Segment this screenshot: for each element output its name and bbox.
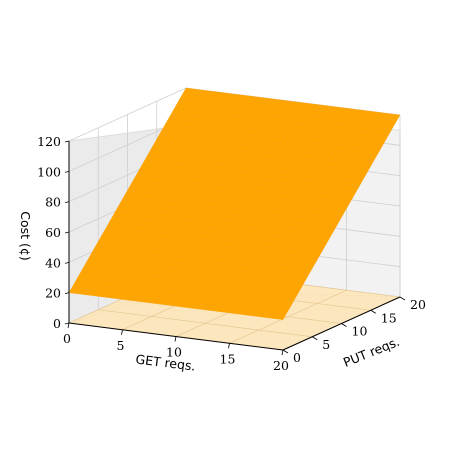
y-tick-mark xyxy=(399,296,406,301)
z-tick-label: 20 xyxy=(45,286,61,301)
z-tick-label: 40 xyxy=(45,255,61,270)
x-tick-label: 0 xyxy=(63,331,71,346)
y-tick-label: 20 xyxy=(410,297,426,312)
x-tick-mark xyxy=(281,349,284,356)
y-axis-label: PUT reqs. xyxy=(341,334,402,370)
z-axis-ticks: 0 20 40 60 80 100 120 xyxy=(37,134,70,331)
y-axis-ticks: 0 5 10 15 20 xyxy=(282,296,426,365)
y-tick-mark xyxy=(370,309,376,314)
side-grid-line xyxy=(68,87,187,142)
z-tick-label: 80 xyxy=(45,195,61,210)
z-tick-mark xyxy=(64,261,70,264)
z-tick-label: 0 xyxy=(53,316,61,331)
x-tick-mark xyxy=(228,343,230,349)
y-tick-label: 10 xyxy=(352,324,368,339)
y-tick-label: 0 xyxy=(293,350,301,365)
y-tick-label: 15 xyxy=(381,310,397,325)
y-tick-mark xyxy=(341,323,347,327)
x-tick-label: 5 xyxy=(117,338,125,353)
z-tick-mark xyxy=(64,292,70,295)
x-tick-mark xyxy=(174,336,177,342)
y-tick-mark xyxy=(312,336,318,341)
x-tick-mark xyxy=(67,322,70,329)
z-tick-label: 60 xyxy=(45,225,61,240)
x-tick-label: 15 xyxy=(220,351,236,366)
x-axis-ticks: 0 5 10 15 20 xyxy=(63,322,289,373)
surface-patch xyxy=(391,114,401,121)
x-tick-label: 10 xyxy=(166,345,182,360)
z-tick-mark xyxy=(64,140,70,143)
cost-surface xyxy=(68,87,401,320)
floor-projection-line xyxy=(229,289,347,344)
x-tick-mark xyxy=(121,329,123,335)
z-tick-label: 120 xyxy=(37,134,61,149)
x-tick-label: 20 xyxy=(273,358,289,373)
z-axis-label: Cost (¢) xyxy=(18,211,33,260)
z-tick-mark xyxy=(64,231,70,234)
x-axis-label: GET reqs. xyxy=(135,351,197,373)
y-tick-label: 5 xyxy=(322,337,330,352)
z-tick-label: 100 xyxy=(37,164,61,179)
z-tick-mark xyxy=(64,322,70,325)
z-tick-mark xyxy=(64,170,70,173)
y-tick-mark xyxy=(282,349,289,354)
z-tick-mark xyxy=(64,201,70,204)
